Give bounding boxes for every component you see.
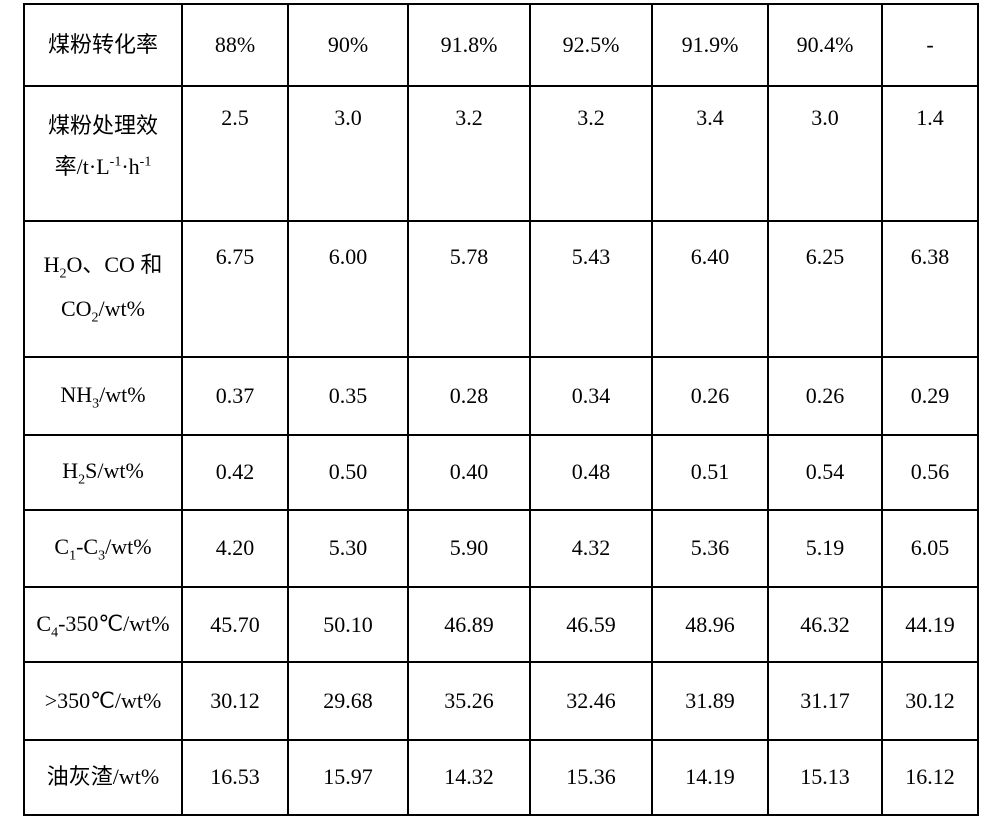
cell: 2.5 <box>182 86 288 222</box>
row-label: H2S/wt% <box>24 435 182 510</box>
row-label: 煤粉处理效率/t·L-1·h-1 <box>24 86 182 222</box>
cell: 3.2 <box>408 86 530 222</box>
cell: 0.37 <box>182 357 288 434</box>
row-label: 煤粉转化率 <box>24 4 182 86</box>
cell: 14.32 <box>408 740 530 815</box>
row-label: NH3/wt% <box>24 357 182 434</box>
cell: 0.28 <box>408 357 530 434</box>
cell: 91.8% <box>408 4 530 86</box>
cell: 0.42 <box>182 435 288 510</box>
row-label: C4-350℃/wt% <box>24 587 182 662</box>
cell: 1.4 <box>882 86 978 222</box>
cell: 44.19 <box>882 587 978 662</box>
cell: 6.05 <box>882 510 978 587</box>
cell: 30.12 <box>882 662 978 739</box>
cell: 48.96 <box>652 587 768 662</box>
cell: 15.36 <box>530 740 652 815</box>
cell: 5.19 <box>768 510 882 587</box>
cell: 3.0 <box>768 86 882 222</box>
cell: 31.89 <box>652 662 768 739</box>
cell: 5.36 <box>652 510 768 587</box>
table-row: 煤粉转化率88%90%91.8%92.5%91.9%90.4%- <box>24 4 978 86</box>
table-row: NH3/wt%0.370.350.280.340.260.260.29 <box>24 357 978 434</box>
table-row: C4-350℃/wt%45.7050.1046.8946.5948.9646.3… <box>24 587 978 662</box>
cell: 5.30 <box>288 510 408 587</box>
cell: 35.26 <box>408 662 530 739</box>
table-row: 油灰渣/wt%16.5315.9714.3215.3614.1915.1316.… <box>24 740 978 815</box>
cell: 90% <box>288 4 408 86</box>
row-label: H2O、CO 和CO2/wt% <box>24 221 182 357</box>
cell: 0.50 <box>288 435 408 510</box>
cell: 50.10 <box>288 587 408 662</box>
table-row: 煤粉处理效率/t·L-1·h-12.53.03.23.23.43.01.4 <box>24 86 978 222</box>
cell: 32.46 <box>530 662 652 739</box>
cell: 5.43 <box>530 221 652 357</box>
cell: 91.9% <box>652 4 768 86</box>
cell: 14.19 <box>652 740 768 815</box>
cell: 4.20 <box>182 510 288 587</box>
cell: 6.38 <box>882 221 978 357</box>
cell: 5.90 <box>408 510 530 587</box>
cell: 46.89 <box>408 587 530 662</box>
cell: 16.53 <box>182 740 288 815</box>
cell: 0.29 <box>882 357 978 434</box>
cell: 15.97 <box>288 740 408 815</box>
cell: 0.48 <box>530 435 652 510</box>
cell: 29.68 <box>288 662 408 739</box>
cell: 0.34 <box>530 357 652 434</box>
cell: 92.5% <box>530 4 652 86</box>
cell: 3.2 <box>530 86 652 222</box>
table-row: >350℃/wt%30.1229.6835.2632.4631.8931.173… <box>24 662 978 739</box>
cell: 0.51 <box>652 435 768 510</box>
row-label: C1-C3/wt% <box>24 510 182 587</box>
cell: 3.4 <box>652 86 768 222</box>
cell: 90.4% <box>768 4 882 86</box>
cell: 4.32 <box>530 510 652 587</box>
table-row: H2O、CO 和CO2/wt%6.756.005.785.436.406.256… <box>24 221 978 357</box>
cell: 0.40 <box>408 435 530 510</box>
cell: 6.00 <box>288 221 408 357</box>
cell: 15.13 <box>768 740 882 815</box>
cell: 0.56 <box>882 435 978 510</box>
cell: 45.70 <box>182 587 288 662</box>
cell: 0.54 <box>768 435 882 510</box>
table-row: C1-C3/wt%4.205.305.904.325.365.196.05 <box>24 510 978 587</box>
cell: 88% <box>182 4 288 86</box>
cell: 6.25 <box>768 221 882 357</box>
table-row: H2S/wt%0.420.500.400.480.510.540.56 <box>24 435 978 510</box>
cell: 0.26 <box>768 357 882 434</box>
cell: 46.32 <box>768 587 882 662</box>
cell: 0.35 <box>288 357 408 434</box>
cell: 3.0 <box>288 86 408 222</box>
cell: 30.12 <box>182 662 288 739</box>
data-table: 煤粉转化率88%90%91.8%92.5%91.9%90.4%-煤粉处理效率/t… <box>23 3 979 816</box>
cell: - <box>882 4 978 86</box>
cell: 6.40 <box>652 221 768 357</box>
cell: 16.12 <box>882 740 978 815</box>
row-label: 油灰渣/wt% <box>24 740 182 815</box>
cell: 46.59 <box>530 587 652 662</box>
table-body: 煤粉转化率88%90%91.8%92.5%91.9%90.4%-煤粉处理效率/t… <box>24 4 978 815</box>
cell: 0.26 <box>652 357 768 434</box>
cell: 6.75 <box>182 221 288 357</box>
cell: 5.78 <box>408 221 530 357</box>
row-label: >350℃/wt% <box>24 662 182 739</box>
cell: 31.17 <box>768 662 882 739</box>
